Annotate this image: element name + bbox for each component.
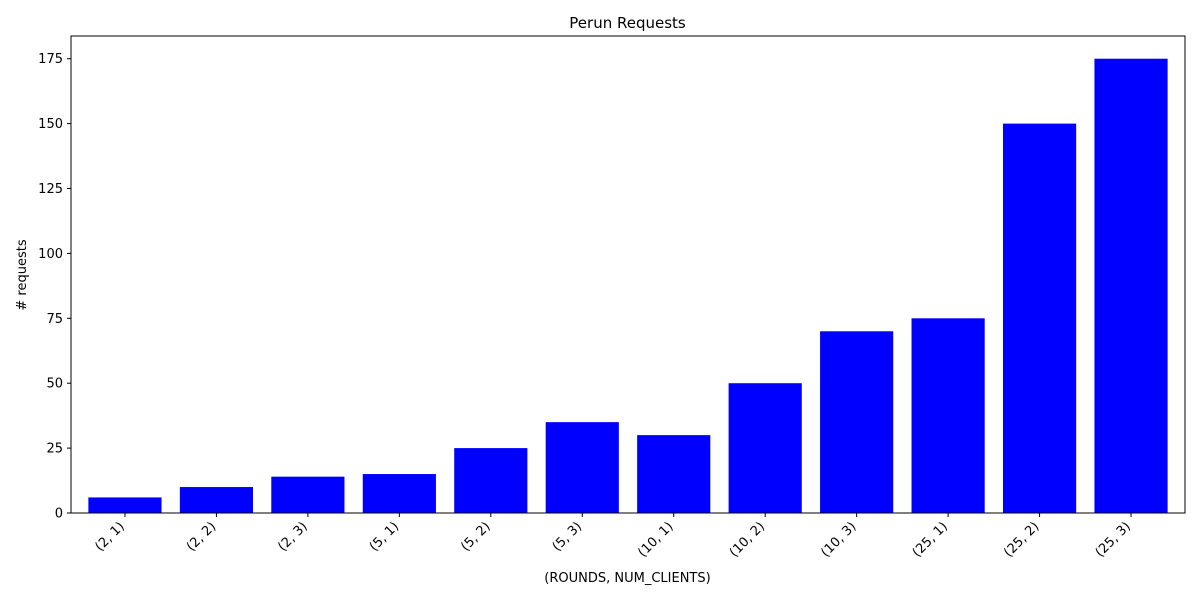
bar-8 <box>820 331 894 513</box>
bar-5 <box>545 422 619 513</box>
plot-frame <box>70 35 1186 514</box>
x-tick-label-3: (5, 1) <box>367 519 402 554</box>
bar-10 <box>1002 123 1077 513</box>
x-tick-label-5: (5, 3) <box>550 519 585 554</box>
y-tick-label-1: 25 <box>46 442 63 457</box>
chart-title: Perun Requests <box>569 14 686 32</box>
x-tick-label-2: (2, 3) <box>275 519 310 554</box>
y-tick-label-3: 75 <box>46 312 63 327</box>
bar-9 <box>911 318 985 513</box>
bar-6 <box>637 435 711 513</box>
x-tick-label-6: (10, 1) <box>635 519 676 560</box>
x-tick-label-0: (2, 1) <box>92 519 127 554</box>
x-axis-label: (ROUNDS, NUM_CLIENTS) <box>544 571 710 586</box>
bar-3 <box>362 474 436 513</box>
y-tick-label-0: 0 <box>55 507 63 522</box>
x-tick-label-1: (2, 2) <box>184 519 219 554</box>
bar-0 <box>88 497 162 513</box>
plot-area: 0 25 50 75 100 125 150 175 (2, 1) (2, 2) (2, 3) (5,… <box>38 35 1186 560</box>
bar-11 <box>1094 58 1168 513</box>
x-tick-label-11: (25, 3) <box>1093 519 1134 560</box>
x-tick-label-4: (5, 2) <box>458 519 493 554</box>
bar-2 <box>271 476 345 513</box>
x-tick-label-9: (25, 1) <box>910 519 951 560</box>
y-tick-label-4: 100 <box>38 247 63 262</box>
bar-4 <box>454 448 528 513</box>
y-tick-label-7: 175 <box>38 52 63 67</box>
x-tick-label-8: (10, 3) <box>818 519 859 560</box>
bar-1 <box>179 487 254 513</box>
x-tick-label-10: (25, 2) <box>1001 519 1042 560</box>
x-tick-label-7: (10, 2) <box>727 519 768 560</box>
bar-7 <box>728 383 802 513</box>
y-axis-label: # requests <box>15 239 30 310</box>
y-tick-label-5: 125 <box>38 182 63 197</box>
y-tick-label-2: 50 <box>46 377 63 392</box>
y-tick-label-6: 150 <box>38 117 63 132</box>
